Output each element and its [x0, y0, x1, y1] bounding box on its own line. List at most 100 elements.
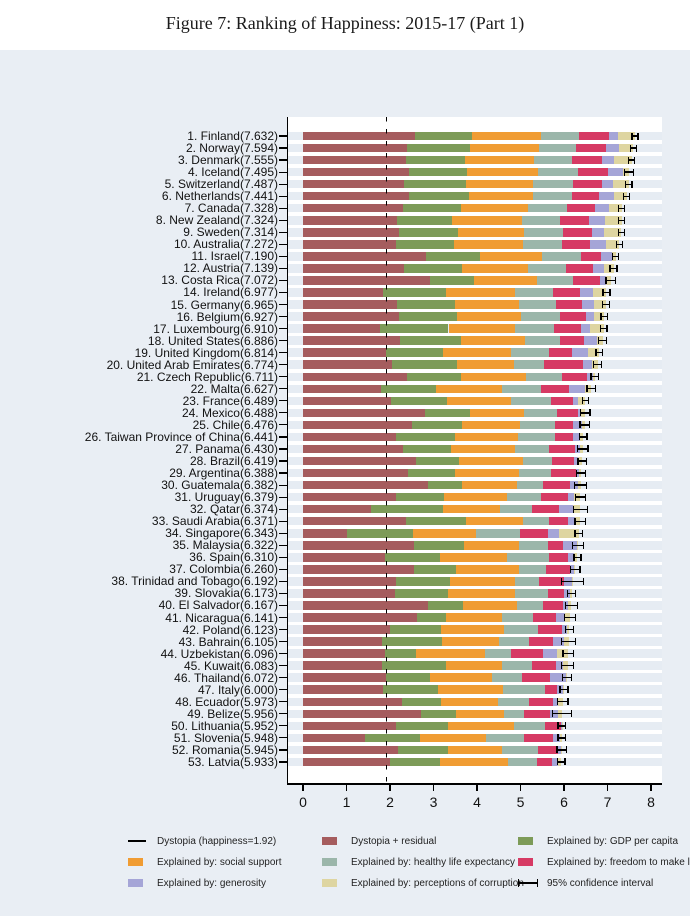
bar-segment-gdp_per_capita — [391, 396, 448, 406]
legend-label: Explained by: generosity — [157, 877, 266, 889]
bar-segment-social_support — [465, 179, 533, 189]
bar-segment-corruption — [613, 179, 629, 189]
bar-segment-dystopia_residual — [303, 131, 416, 141]
bar-segment-gdp_per_capita — [412, 420, 462, 430]
confidence-interval-cap — [623, 228, 625, 236]
confidence-interval — [631, 135, 639, 137]
bar-segment-dystopia_residual — [303, 203, 404, 213]
bar-segment-social_support — [447, 589, 515, 598]
confidence-interval-cap — [551, 710, 554, 718]
bar-segment-generosity — [555, 661, 563, 670]
bar-segment-social_support — [468, 191, 534, 201]
bar-segment-social_support — [464, 155, 535, 165]
confidence-interval-cap — [606, 325, 608, 333]
confidence-interval — [603, 291, 610, 294]
country-label: 14. Ireland(6.977) — [183, 285, 278, 300]
legend-label: Explained by: perceptions of corruption — [351, 877, 524, 889]
y-axis-tick — [279, 472, 288, 474]
bar-segment-freedom — [545, 721, 561, 731]
y-axis-tick — [279, 749, 288, 751]
bar-segment-freedom — [540, 384, 569, 394]
y-axis-tick — [279, 665, 288, 667]
bar-segment-gdp_per_capita — [413, 541, 465, 550]
bar-segment-corruption — [559, 529, 579, 538]
confidence-interval — [572, 544, 584, 546]
confidence-interval — [628, 159, 635, 161]
y-axis-tick — [279, 761, 288, 763]
bar-segment-dystopia_residual — [303, 216, 397, 225]
bar-segment-social_support — [440, 757, 508, 767]
bar-segment-healthy_life_expectancy — [522, 456, 553, 466]
bar-segment-freedom — [540, 492, 569, 502]
bar-segment-dystopia_residual — [303, 589, 396, 598]
bar-segment-healthy_life_expectancy — [503, 709, 525, 719]
confidence-interval-cap — [565, 722, 567, 730]
bar-segment-healthy_life_expectancy — [523, 228, 564, 237]
bar-segment-social_support — [456, 565, 519, 574]
bar-segment-freedom — [553, 324, 582, 333]
y-axis-tick — [279, 135, 288, 137]
bar-segment-generosity — [573, 456, 579, 466]
bar-segment-healthy_life_expectancy — [521, 216, 560, 225]
bar-segment-healthy_life_expectancy — [518, 468, 552, 478]
country-label: 28. Brazil(6.419) — [189, 454, 278, 469]
confidence-interval-cap — [563, 614, 566, 622]
country-label: 1. Finland(7.632) — [187, 129, 278, 143]
confidence-interval-cap — [582, 529, 584, 537]
y-axis-tick — [279, 255, 288, 257]
bar-segment-generosity — [607, 167, 624, 177]
confidence-interval-cap — [574, 589, 577, 597]
confidence-interval-cap — [595, 349, 597, 357]
x-axis-tick — [606, 784, 609, 791]
bar-segment-gdp_per_capita — [396, 492, 444, 502]
confidence-interval-cap — [587, 397, 589, 405]
country-label: 29. Argentina(6.388) — [169, 466, 278, 481]
bar-segment-gdp_per_capita — [395, 432, 456, 442]
confidence-interval-cap — [572, 505, 574, 513]
bar-segment-generosity — [569, 480, 578, 490]
bar-segment-generosity — [583, 360, 593, 369]
bar-segment-dystopia_residual — [303, 541, 414, 550]
confidence-interval-cap — [586, 433, 588, 441]
bar-segment-dystopia_residual — [303, 155, 407, 165]
bar-segment-freedom — [548, 444, 575, 454]
bar-segment-gdp_per_capita — [406, 143, 470, 153]
confidence-interval-cap — [584, 517, 586, 525]
legend-swatch — [128, 879, 143, 887]
x-axis-line — [286, 783, 662, 785]
bar-segment-gdp_per_capita — [414, 565, 457, 574]
confidence-interval-cap — [612, 252, 614, 260]
confidence-interval — [598, 339, 607, 342]
confidence-interval-cap — [621, 240, 623, 248]
bar-segment-healthy_life_expectancy — [486, 733, 525, 743]
bar-segment-healthy_life_expectancy — [538, 167, 579, 177]
confidence-interval — [561, 640, 576, 643]
bar-segment-gdp_per_capita — [425, 252, 480, 261]
x-axis-tick — [432, 784, 435, 791]
confidence-interval-cap — [593, 361, 595, 369]
bar-segment-gdp_per_capita — [395, 721, 448, 731]
bar-segment-healthy_life_expectancy — [514, 360, 544, 369]
bar-segment-generosity — [599, 191, 614, 201]
bar-segment-gdp_per_capita — [403, 179, 466, 189]
bar-segment-freedom — [537, 745, 558, 755]
y-axis-tick — [279, 412, 288, 414]
y-axis-tick — [279, 568, 288, 570]
confidence-interval — [616, 243, 623, 245]
legend-label: Dystopia (happiness=1.92) — [157, 835, 277, 847]
y-axis-tick — [279, 279, 288, 282]
confidence-interval — [618, 231, 625, 233]
confidence-interval-cap — [572, 541, 574, 549]
country-label: 6. Netherlands(7.441) — [161, 189, 278, 204]
bar-segment-corruption — [618, 143, 634, 153]
bar-segment-freedom — [548, 589, 564, 598]
bar-segment-social_support — [449, 577, 515, 586]
x-axis-tick-label: 7 — [603, 794, 612, 810]
y-axis-tick — [279, 195, 288, 197]
bar-segment-healthy_life_expectancy — [514, 589, 549, 598]
bar-segment-gdp_per_capita — [399, 312, 457, 321]
confidence-interval-cap — [560, 577, 563, 585]
y-axis-tick — [279, 496, 288, 498]
confidence-interval-cap — [602, 288, 604, 296]
bar-segment-dystopia_residual — [303, 504, 372, 514]
